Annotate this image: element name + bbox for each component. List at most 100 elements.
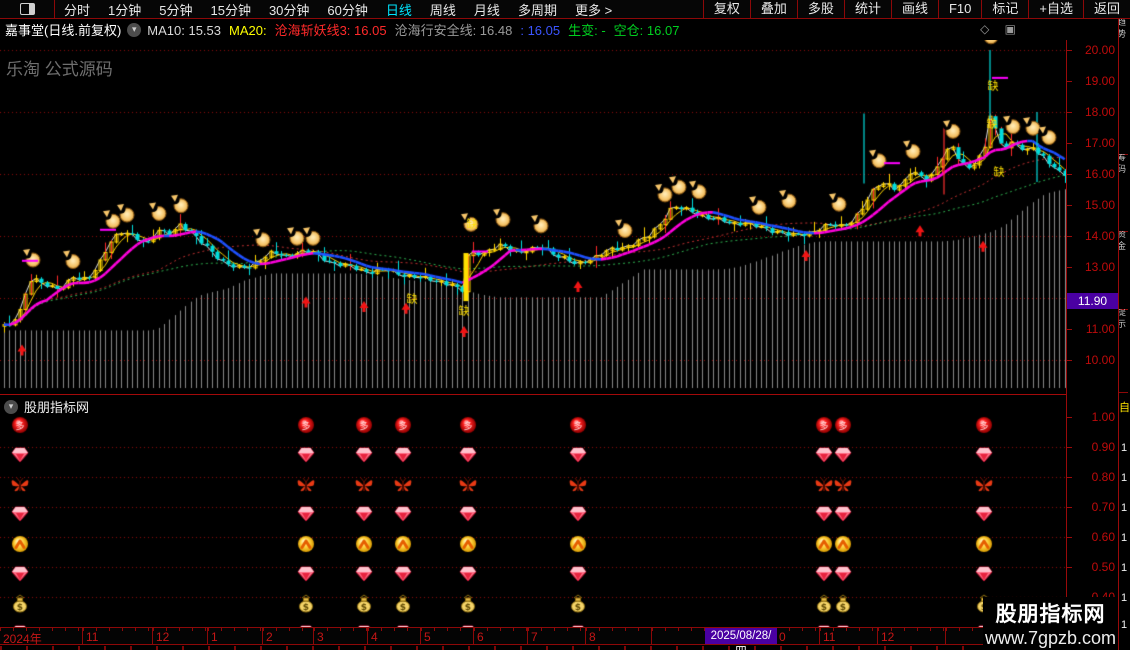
price-axis-label: 11.00 (1085, 322, 1115, 336)
pane-corner-icons[interactable]: ◇ ▣ (980, 22, 1022, 36)
price-axis-label: 20.00 (1084, 43, 1115, 57)
chevron-down-icon[interactable]: ▾ (4, 399, 18, 414)
time-axis[interactable]: 2024年 11 12 1 2 3 4 5 6 7 8 0 11 12 (0, 627, 1066, 645)
menu-period-60分钟[interactable]: 60分钟 (327, 2, 368, 18)
price-axis-label: 16.00 (1084, 167, 1115, 181)
indicator-value-1: MA20: (229, 23, 267, 38)
value-axis-label: 1.00 (1091, 410, 1115, 424)
signal-panel-canvas[interactable] (0, 395, 1066, 628)
signal-panel-title: 股朋指标网 (24, 400, 90, 415)
time-axis-cell: 12 (877, 628, 945, 644)
site-watermark-url: www.7gpzb.com (984, 628, 1117, 648)
signal-panel-header: ▾ 股朋指标网 (4, 397, 89, 416)
axis-tick (1067, 81, 1072, 82)
axis-tick (1067, 537, 1072, 538)
time-axis-cell: 1 (207, 628, 262, 644)
value-axis-label: 0.90 (1091, 440, 1115, 454)
menu-period-30分钟[interactable]: 30分钟 (268, 2, 310, 18)
menu-tool-+自选[interactable]: +自选 (1028, 0, 1083, 18)
axis-tick (1067, 360, 1072, 361)
price-axis-label: 10.00 (1084, 353, 1115, 367)
indicator-value-5: 生变: - (568, 23, 606, 38)
menu-period-1分钟[interactable]: 1分钟 (108, 2, 142, 18)
main-chart-canvas[interactable] (0, 40, 1066, 394)
last-price-tag: 11.90 (1067, 293, 1118, 310)
axis-tick (1067, 447, 1072, 448)
strip-zi-label: 自 (1119, 402, 1130, 414)
time-axis-cell: 6 (473, 628, 527, 644)
time-axis-cell: 3 (313, 628, 367, 644)
axis-tick (1067, 236, 1072, 237)
strip-section[interactable]: 资金 (1119, 231, 1128, 310)
axis-tick (1067, 267, 1072, 268)
strip-section[interactable]: 筹码 (1119, 154, 1128, 232)
time-axis-cell (651, 628, 705, 644)
menu-period-15分钟[interactable]: 15分钟 (210, 2, 251, 18)
letao-watermark: 乐淘 公式源码 (6, 60, 113, 79)
time-axis-cell: 12 (152, 628, 207, 644)
menu-tool-画线[interactable]: 画线 (890, 0, 938, 18)
crosshair-date-tag: 2025/08/28/四 (705, 628, 777, 650)
price-axis-label: 18.00 (1084, 105, 1115, 119)
bottom-tick-strip (0, 646, 1066, 650)
time-axis-cell: 11 (82, 628, 152, 644)
strip-section[interactable]: 趋势 (1119, 19, 1128, 155)
axis-tick (1067, 174, 1072, 175)
strip-value: 1 (1121, 619, 1128, 631)
price-axis-label: 15.00 (1084, 198, 1115, 212)
menu-tool-叠加[interactable]: 叠加 (749, 0, 797, 18)
menu-tool-统计[interactable]: 统计 (843, 0, 891, 18)
indicator-value-3: 沧海行安全线: 16.48 (394, 23, 513, 38)
indicator-value-0: MA10: 15.53 (147, 23, 221, 38)
axis-tick (1067, 417, 1072, 418)
menu-period-月线[interactable]: 月线 (473, 2, 500, 18)
strip-value: 1 (1121, 442, 1128, 454)
menu-period-5分钟[interactable]: 5分钟 (159, 2, 193, 18)
menu-period-多周期[interactable]: 多周期 (517, 2, 557, 18)
strip-value: 1 (1121, 592, 1128, 604)
strip-value: 1 (1121, 502, 1128, 514)
menu-period-周线[interactable]: 周线 (429, 2, 456, 18)
menu-tool-复权[interactable]: 复权 (702, 0, 750, 18)
strip-value: 1 (1121, 562, 1128, 574)
value-axis-label: 0.60 (1091, 530, 1115, 544)
axis-tick (1067, 329, 1072, 330)
pane-divider[interactable] (0, 394, 1118, 395)
axis-tick (1067, 205, 1072, 206)
axis-tick (1067, 50, 1072, 51)
value-axis-label: 0.80 (1091, 470, 1115, 484)
right-side-strip[interactable]: 趋势 筹码 资金 提示自 1 1 1 1 1 1 1 (1118, 19, 1130, 650)
period-menu: 分时 1分钟 5分钟 15分钟 30分钟 60分钟 日线 周线 月线 多周期 更多 > (55, 0, 703, 19)
top-menu-bar: 分时 1分钟 5分钟 15分钟 30分钟 60分钟 日线 周线 月线 多周期 更多 > 复权 叠加 多股… (0, 0, 1130, 19)
window-split-button[interactable] (0, 0, 55, 18)
strip-section[interactable]: 提示 (1119, 309, 1128, 393)
time-axis-cell: 4 (367, 628, 420, 644)
time-axis-cell: 5 (420, 628, 473, 644)
axis-tick (1067, 477, 1072, 478)
strip-value: 1 (1121, 532, 1128, 544)
menu-period-分时[interactable]: 分时 (64, 2, 91, 18)
menu-tool-多股[interactable]: 多股 (796, 0, 844, 18)
menu-period-更多 >[interactable]: 更多 > (574, 2, 613, 18)
menu-tool-F10[interactable]: F10 (937, 0, 981, 18)
price-axis-label: 17.00 (1084, 136, 1115, 150)
indicator-title-bar: 嘉事堂(日线.前复权) ▾ MA10: 15.53 MA20: 沧海斩妖线3: 16… (0, 19, 1118, 40)
value-axis-label: 0.50 (1091, 560, 1115, 574)
time-axis-cell: 2 (262, 628, 313, 644)
strip-value: 1 (1121, 472, 1128, 484)
indicator-values: MA10: 15.53 MA20: 沧海斩妖线3: 16.05 沧海行安全线: 16.… (147, 20, 687, 39)
menu-tool-返回[interactable]: 返回 (1082, 0, 1130, 18)
indicator-value-2: 沧海斩妖线3: 16.05 (274, 23, 387, 38)
time-axis-cell: 2024年 (0, 628, 82, 644)
chevron-down-icon[interactable]: ▾ (127, 22, 142, 37)
price-axis-label: 13.00 (1084, 260, 1115, 274)
price-axis: 20.00 19.00 18.00 17.00 16.00 15.00 14.00 13.00… (1066, 40, 1119, 645)
menu-period-日线[interactable]: 日线 (385, 2, 412, 18)
axis-tick (1067, 507, 1072, 508)
menu-tool-标记[interactable]: 标记 (981, 0, 1028, 18)
tool-menu: 复权 叠加 多股 统计 画线 F10 标记 +自选 返回 (702, 0, 1130, 18)
axis-tick (1067, 567, 1072, 568)
time-axis-cell: 0 (775, 628, 819, 644)
price-axis-label: 19.00 (1084, 74, 1115, 88)
